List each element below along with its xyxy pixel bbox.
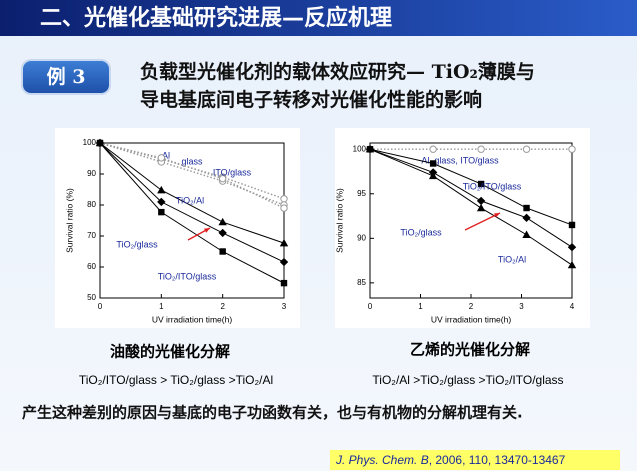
series-label: Al (162, 150, 170, 160)
marker (280, 195, 288, 203)
marker (218, 217, 227, 226)
marker (476, 203, 486, 212)
x-axis-label: UV irradiation time(h) (152, 314, 232, 324)
example-line: 负载型光催化剂的载体效应研究— TiO₂薄膜与 (140, 60, 535, 83)
marker (280, 204, 288, 212)
marker (365, 145, 375, 153)
citation-journal: J. Phys. Chem. B (335, 453, 429, 467)
series-label: TiO₂/Al (498, 254, 526, 264)
citation-box (330, 450, 620, 470)
marker (157, 185, 166, 194)
marker (522, 230, 531, 238)
header-title: 二、光催化基础研究进展—反应机理 (40, 5, 392, 31)
marker (96, 139, 104, 147)
badge-text: 例 3 (47, 65, 86, 88)
x-tick-label: 2 (469, 302, 474, 311)
series-label: TiO₂/glass (116, 239, 158, 249)
conclusion: 产生这种差别的原因与基底的电子功函数有关，也与有机物的分解机理有关. (22, 404, 523, 422)
chart-title: 油酸的光催化分解 (110, 343, 230, 361)
ranking: TiO₂/Al >TiO₂/glass >TiO₂/ITO/glass (372, 373, 563, 387)
marker (522, 213, 531, 223)
x-tick-label: 0 (98, 302, 103, 311)
marker (279, 257, 289, 267)
y-axis-label: Survival ratio (%) (334, 188, 344, 253)
marker (279, 238, 289, 247)
series-line (99, 142, 285, 263)
x-axis-label: UV irradiation time(h) (431, 314, 511, 324)
chart-panel (335, 128, 590, 328)
marker (158, 208, 165, 216)
citation: J. Phys. Chem. B, 2006, 110, 13470-13467 (335, 453, 566, 467)
x-tick-label: 1 (418, 302, 423, 311)
marker (157, 197, 166, 207)
marker (476, 196, 486, 206)
y-tick-label: 90 (87, 169, 96, 178)
example-line: 导电基底间电子转移对光催化性能的影响 (140, 88, 482, 111)
example-badge (21, 59, 111, 95)
marker (280, 279, 288, 287)
marker (477, 180, 485, 188)
marker (219, 248, 226, 255)
marker (522, 145, 531, 153)
marker (218, 174, 227, 183)
y-tick-label: 80 (87, 200, 96, 209)
citation-details: , 2006, 110, 13470-13467 (429, 453, 566, 467)
arrow-head (204, 228, 210, 233)
y-tick-label: 60 (87, 262, 96, 271)
series-line (99, 142, 285, 244)
plot-frame (99, 142, 285, 299)
y-tick-label: 100 (353, 144, 367, 153)
header-bar (0, 0, 637, 36)
marker (429, 160, 437, 167)
series-label: TiO₂/ITO/glass (463, 181, 522, 191)
y-tick-label: 85 (357, 278, 366, 287)
series-label: TiO₂/ITO/glass (158, 271, 217, 281)
marker (567, 243, 577, 252)
y-tick-label: 90 (357, 233, 366, 242)
marker (477, 145, 485, 153)
marker (567, 260, 577, 269)
series-label: glass (181, 156, 203, 166)
series-line (99, 142, 285, 284)
marker (429, 145, 437, 153)
marker (157, 154, 166, 162)
chart-panel (55, 128, 300, 328)
x-tick-label: 2 (220, 302, 225, 311)
marker (523, 204, 530, 212)
series-line (99, 142, 285, 209)
marker (428, 171, 438, 180)
x-tick-label: 3 (282, 302, 287, 311)
arrow-head (494, 213, 500, 218)
series-label: ITO/glass (213, 167, 252, 177)
x-tick-label: 0 (368, 302, 373, 311)
arrow (464, 212, 501, 231)
x-tick-label: 1 (159, 302, 164, 311)
series-label: Al, glass, ITO/glass (421, 155, 499, 165)
y-tick-label: 50 (87, 293, 96, 302)
series-label: TiO₂/Al (176, 195, 204, 205)
y-tick-label: 100 (83, 138, 97, 147)
series-label: TiO₂/glass (400, 227, 442, 237)
ranking: TiO₂/ITO/glass > TiO₂/glass >TiO₂/Al (79, 373, 273, 387)
marker (218, 228, 227, 238)
y-tick-label: 70 (87, 231, 96, 240)
marker (568, 145, 576, 153)
marker (568, 221, 576, 229)
x-tick-label: 3 (519, 302, 524, 311)
x-tick-label: 4 (570, 302, 575, 311)
y-axis-label: Survival ratio (%) (64, 188, 74, 253)
chart-title: 乙烯的光催化分解 (410, 341, 530, 359)
y-tick-label: 95 (357, 189, 366, 198)
